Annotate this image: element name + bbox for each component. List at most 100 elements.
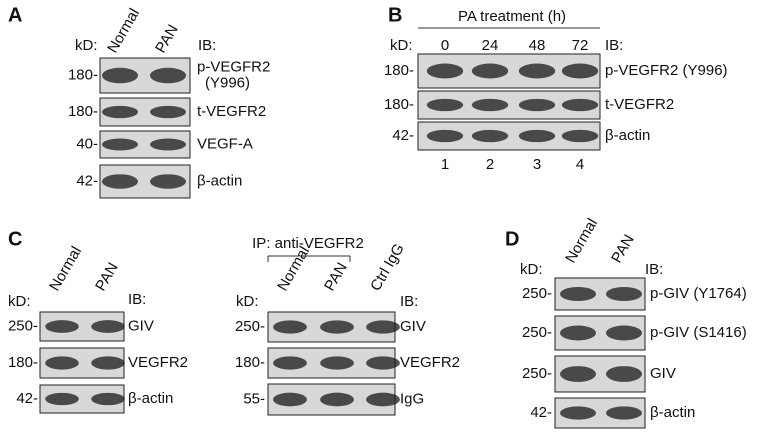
lane-label: 48	[529, 37, 546, 54]
kd-header: kD:	[8, 293, 31, 310]
band	[45, 320, 79, 333]
ib-header: IB:	[198, 37, 216, 54]
band	[560, 286, 596, 302]
kd-marker: 180-	[235, 354, 265, 371]
group-header: IP: anti-VEGFR2	[252, 235, 364, 252]
panel-label: B	[388, 4, 402, 26]
kd-marker: 42-	[76, 172, 98, 189]
ib-label: p-GIV (S1416)	[650, 324, 747, 341]
lane-number: 1	[441, 156, 449, 173]
kd-marker: 250-	[235, 318, 265, 335]
ib-label: VEGFR2	[128, 354, 188, 371]
band	[426, 129, 464, 143]
ib-label: p-GIV (Y1764)	[650, 285, 747, 302]
band	[102, 138, 138, 151]
band	[91, 356, 125, 370]
ib-header: IB:	[400, 293, 418, 310]
ib-header: IB:	[645, 261, 663, 278]
lane-label: Ctrl IgG	[367, 241, 408, 294]
band	[518, 98, 556, 112]
band	[366, 356, 400, 370]
kd-marker: 180-	[68, 103, 98, 120]
ib-label: p-VEGFR2	[197, 58, 270, 75]
band	[426, 98, 464, 112]
band	[471, 129, 509, 143]
band	[45, 392, 79, 406]
ib-label: t-VEGFR2	[197, 103, 266, 120]
panel-label: A	[8, 4, 22, 26]
kd-header: kD:	[390, 37, 413, 54]
lane-label: PAN	[92, 260, 122, 294]
ib-label: VEGF-A	[197, 135, 253, 152]
band	[320, 392, 354, 407]
band	[560, 366, 596, 382]
ib-label: β-actin	[605, 127, 650, 144]
band	[150, 174, 186, 189]
ib-label: GIV	[400, 318, 426, 335]
lane-label: PAN	[608, 232, 638, 266]
kd-marker: 42-	[16, 390, 38, 407]
lane-label: Normal	[46, 244, 85, 294]
kd-marker: 250-	[522, 365, 552, 382]
band	[102, 174, 138, 189]
ib-label: GIV	[128, 317, 154, 334]
band	[560, 325, 596, 341]
band	[561, 129, 599, 143]
band	[366, 320, 400, 334]
panel-label: D	[505, 228, 519, 250]
band	[91, 392, 125, 406]
kd-marker: 180-	[384, 96, 414, 113]
band	[561, 63, 599, 79]
ib-header: IB:	[128, 291, 146, 308]
band	[606, 325, 642, 341]
lane-number: 3	[533, 156, 541, 173]
band	[150, 138, 186, 151]
lane-label: 24	[482, 37, 499, 54]
lane-label: PAN	[321, 260, 351, 294]
band	[366, 392, 400, 407]
kd-marker: 42-	[392, 127, 414, 144]
kd-marker: 180-	[384, 62, 414, 79]
ib-label: β-actin	[197, 172, 242, 189]
kd-marker: 180-	[68, 66, 98, 83]
band	[273, 320, 307, 334]
band	[518, 129, 556, 143]
kd-marker: 55-	[243, 390, 265, 407]
panel-label: C	[8, 228, 22, 250]
ib-label: VEGFR2	[400, 354, 460, 371]
kd-marker: 250-	[8, 317, 38, 334]
kd-marker: 42-	[530, 404, 552, 421]
kd-header: kD:	[520, 261, 543, 278]
band	[606, 366, 642, 382]
ib-label: β-actin	[650, 404, 695, 421]
band	[606, 286, 642, 302]
band	[102, 105, 138, 119]
band	[150, 105, 186, 119]
kd-header: kD:	[236, 293, 259, 310]
lane-label: Normal	[562, 216, 601, 266]
ib-label: p-VEGFR2 (Y996)	[605, 62, 728, 79]
band	[150, 67, 186, 84]
band	[273, 356, 307, 370]
kd-marker: 250-	[522, 285, 552, 302]
band	[518, 63, 556, 79]
lane-label: PAN	[152, 22, 182, 56]
band	[471, 63, 509, 79]
ib-label: GIV	[650, 365, 676, 382]
kd-marker: 40-	[76, 135, 98, 152]
band	[45, 356, 79, 370]
ib-label: (Y996)	[205, 74, 250, 91]
band	[273, 392, 307, 407]
group-header: PA treatment (h)	[458, 8, 566, 25]
band	[102, 67, 138, 84]
lane-number: 4	[576, 156, 584, 173]
lane-label: 0	[441, 37, 449, 54]
ib-label: t-VEGFR2	[605, 96, 674, 113]
ib-label: IgG	[400, 390, 424, 407]
band	[606, 406, 642, 420]
lane-label: 72	[572, 37, 589, 54]
band	[560, 406, 596, 420]
band	[426, 63, 464, 79]
ib-header: IB:	[605, 37, 623, 54]
